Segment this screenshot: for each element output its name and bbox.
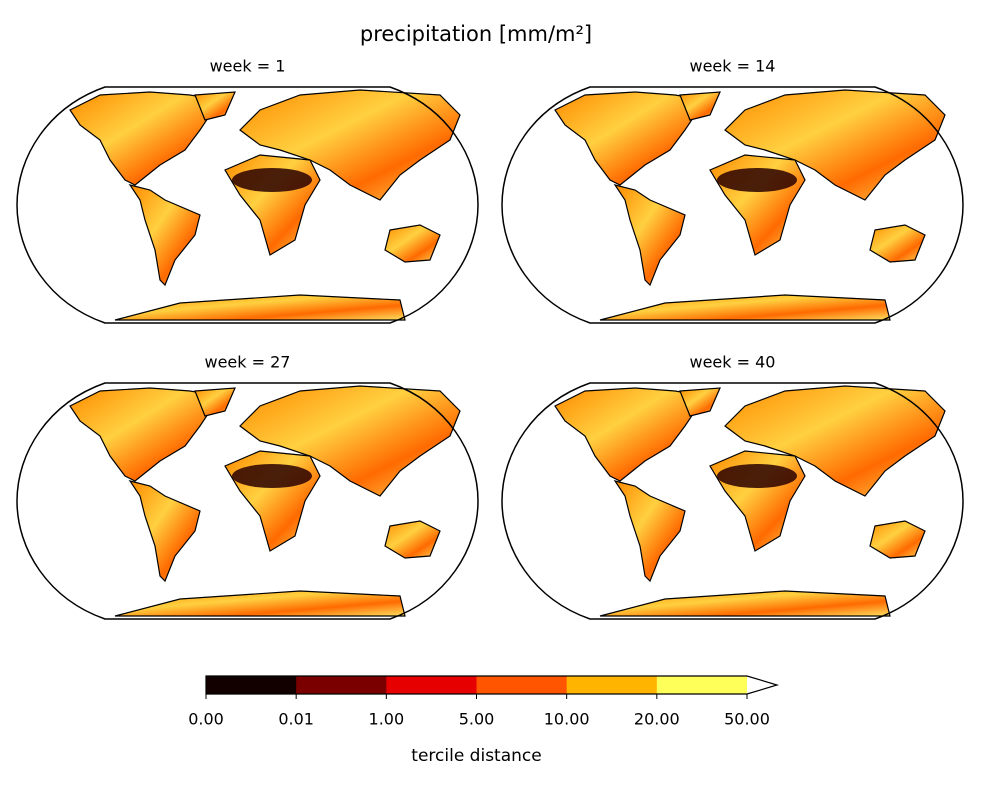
dry-region [717,168,797,192]
dry-region [717,464,797,488]
eurasia [239,385,461,497]
map-frame [16,382,479,620]
australia [384,520,441,559]
greenland [194,91,236,121]
greenland [194,387,236,417]
map-panel: week = 14 [501,57,964,324]
south-america [613,184,686,287]
panel-title: week = 27 [205,353,291,372]
eurasia [239,89,461,201]
map-frame [501,382,964,620]
panel-title: week = 40 [690,353,776,372]
north-america [69,91,222,186]
antarctica [599,590,891,617]
colorbar-segment [656,676,748,694]
greenland [679,387,721,417]
north-america [554,91,707,186]
antarctica [114,590,406,617]
dry-region [232,168,312,192]
eurasia [724,89,946,201]
map-frame [501,86,964,324]
colorbar-segment [386,676,477,694]
panel-title: week = 1 [210,57,286,76]
map-panel: week = 27 [16,353,479,620]
map-panel: week = 1 [16,57,479,324]
colorbar-segment [476,676,568,694]
south-america [128,184,201,287]
colorbar-tick-label: 50.00 [724,710,770,729]
antarctica [114,294,406,321]
colorbar-segment [566,676,658,694]
colorbar-tick-label: 20.00 [634,710,680,729]
antarctica [599,294,891,321]
colorbar-tick-label: 5.00 [459,710,495,729]
australia [869,520,926,559]
panel-title: week = 14 [690,57,776,76]
greenland [679,91,721,121]
colorbar-tick-label: 0.01 [278,710,314,729]
colorbar-tick-label: 0.00 [188,710,224,729]
south-america [128,480,201,583]
dry-region [232,464,312,488]
map-panel: week = 40 [501,353,964,620]
north-america [554,387,707,482]
north-america [69,387,222,482]
colorbar-tick-label: 10.00 [544,710,590,729]
south-america [613,480,686,583]
colorbar-tick-label: 1.00 [369,710,405,729]
australia [384,224,441,263]
colorbar-outline [205,675,780,695]
colorbar-segment [296,676,387,694]
figure-title: precipitation [mm/m²] [360,22,592,46]
colorbar-label: tercile distance [411,746,541,766]
eurasia [724,385,946,497]
colorbar-segment [206,676,297,694]
colorbar-extend [747,676,777,694]
map-frame [16,86,479,324]
australia [869,224,926,263]
